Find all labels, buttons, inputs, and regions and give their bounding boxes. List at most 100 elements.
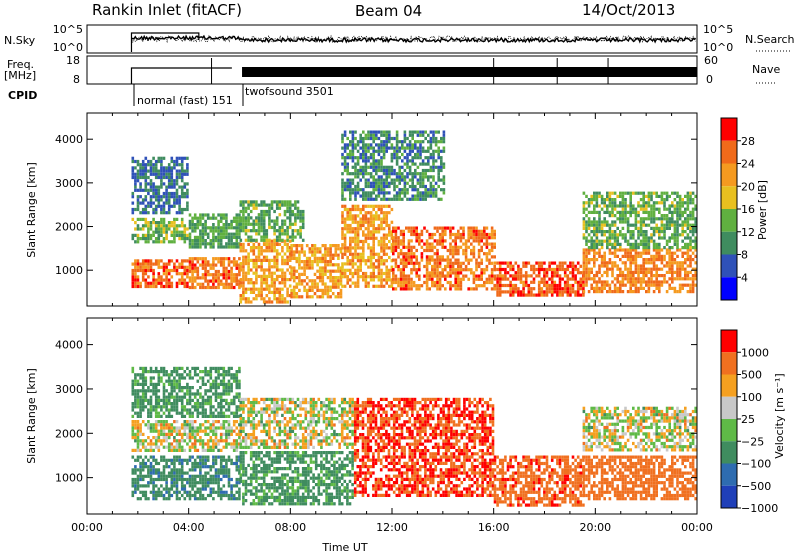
colorbar-tick-label-1: 8	[741, 249, 748, 262]
power-cell-3019	[668, 248, 671, 252]
velocity-cell-166	[175, 493, 179, 498]
power-cell-98	[167, 268, 171, 273]
power-cell-2785	[603, 264, 606, 268]
power-cell-360	[152, 191, 155, 196]
power-cell-612	[217, 273, 220, 277]
power-cell-3790	[362, 197, 365, 201]
power-cell-3142	[587, 198, 591, 202]
power-cell-1315	[299, 219, 302, 223]
power-cell-4150	[424, 130, 427, 134]
power-cell-2124	[433, 232, 437, 237]
power-cell-1824	[377, 271, 381, 276]
velocity-cell-66	[149, 474, 153, 478]
velocity-cell-221	[191, 493, 194, 498]
power-cell-2150	[436, 280, 439, 285]
velocity-cell-95	[157, 477, 161, 482]
power-cell-975	[262, 297, 266, 301]
power-cell-3332	[626, 217, 630, 221]
power-cell-3949	[388, 146, 391, 150]
power-cell-3004	[660, 280, 664, 284]
velocity-cell-382	[238, 458, 241, 462]
power-cell-3758	[356, 181, 360, 185]
power-cell-2032	[412, 229, 416, 233]
power-cell-3081	[684, 277, 687, 281]
power-cell-507	[183, 156, 187, 160]
power-cell-1462	[321, 256, 325, 260]
power-cell-2237	[454, 258, 457, 262]
power-cell-443	[167, 211, 171, 215]
power-cell-1726	[364, 220, 368, 224]
power-cell-4180	[429, 146, 433, 150]
power-cell-386	[157, 191, 161, 196]
power-cell-992	[268, 242, 271, 246]
velocity-cell-470	[160, 429, 163, 433]
power-cell-3827	[369, 136, 373, 141]
power-cell-871	[242, 281, 245, 285]
power-cell-2372	[483, 229, 486, 233]
power-cell-2412	[490, 255, 494, 259]
power-cell-4236	[440, 159, 443, 163]
power-cell-2969	[652, 261, 656, 265]
power-cell-1905	[390, 246, 394, 250]
power-cell-1710	[362, 230, 365, 234]
power-cell-1054	[278, 281, 282, 285]
power-cell-420	[165, 172, 168, 176]
power-cell-155	[136, 240, 140, 244]
power-cell-4064	[408, 159, 412, 163]
power-cell-3820	[367, 181, 370, 185]
power-cell-2575	[543, 274, 546, 278]
power-cell-1223	[270, 206, 274, 210]
velocity-cell-347	[225, 490, 228, 494]
power-cell-1671	[356, 223, 360, 228]
velocity-cell-61	[149, 455, 153, 459]
velocity-cell-319	[217, 490, 220, 494]
velocity-cell-276	[206, 455, 210, 459]
power-cell-3122	[582, 204, 586, 208]
power-cell-66	[154, 278, 158, 282]
power-cell-2501	[517, 271, 520, 275]
power-cell-1323	[301, 219, 305, 223]
power-cell-4067	[408, 172, 412, 176]
power-cell-2017	[410, 232, 413, 237]
power-cell-3603	[684, 223, 687, 227]
power-cell-2962	[650, 274, 653, 278]
power-cell-3103	[691, 251, 695, 255]
power-cell-3905	[380, 178, 383, 182]
power-cell-1056	[278, 290, 282, 294]
power-cell-2241	[454, 274, 457, 278]
velocity-cell-84	[154, 468, 158, 472]
power-cell-3062	[678, 274, 682, 278]
power-cell-2927	[642, 258, 645, 262]
power-cell-1419	[311, 260, 314, 264]
power-cell-136	[186, 259, 189, 263]
power-cell-2938	[645, 258, 648, 262]
power-cell-3072	[681, 277, 684, 281]
power-cell-1837	[380, 243, 383, 247]
power-cell-25	[139, 265, 142, 269]
power-cell-2367	[480, 271, 483, 275]
power-cell-1896	[388, 275, 391, 279]
power-cell-4072	[411, 133, 414, 137]
power-cell-2774	[600, 261, 604, 265]
power-cell-1691	[359, 217, 362, 221]
velocity-cell-225	[193, 468, 197, 472]
velocity-cell-39	[141, 468, 145, 472]
velocity-cell-405	[134, 448, 137, 452]
velocity-cell-443	[149, 445, 153, 449]
velocity-cell-86	[154, 477, 158, 482]
velocity-cell-50	[144, 490, 148, 494]
power-cell-2081	[425, 229, 429, 233]
power-cell-3716	[349, 194, 352, 198]
power-cell-187	[154, 221, 158, 225]
power-cell-3562	[676, 207, 679, 211]
power-cell-3222	[603, 217, 606, 221]
velocity-cell-248	[199, 477, 202, 482]
power-cell-2678	[574, 290, 577, 294]
power-cell-2868	[626, 290, 630, 294]
velocity-cell-179	[180, 465, 184, 469]
power-cell-151	[136, 224, 140, 228]
power-cell-1661	[354, 255, 357, 260]
power-cell-1460	[321, 244, 325, 248]
power-cell-1877	[385, 252, 388, 256]
power-cell-3428	[647, 194, 651, 198]
